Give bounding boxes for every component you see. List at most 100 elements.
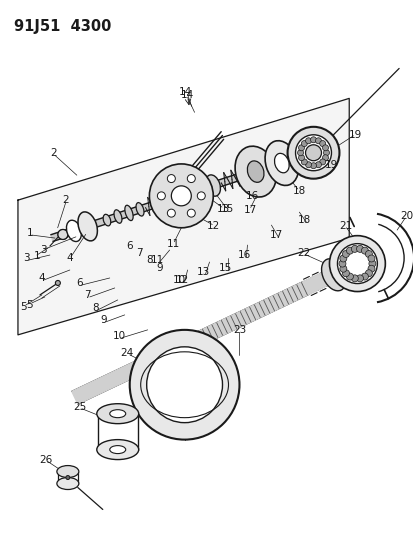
Ellipse shape: [205, 175, 220, 196]
Circle shape: [319, 159, 325, 165]
Polygon shape: [72, 252, 371, 404]
Circle shape: [55, 280, 60, 286]
Text: 19: 19: [348, 130, 361, 140]
Text: 5: 5: [26, 300, 33, 310]
Text: 24: 24: [120, 348, 133, 358]
Ellipse shape: [264, 141, 298, 185]
Circle shape: [342, 251, 349, 257]
Text: 9: 9: [100, 315, 107, 325]
Circle shape: [342, 270, 349, 277]
Circle shape: [167, 209, 175, 217]
Circle shape: [146, 347, 222, 423]
Text: 17: 17: [244, 205, 257, 214]
Circle shape: [310, 163, 316, 169]
Text: 14: 14: [178, 87, 192, 98]
Circle shape: [58, 230, 68, 239]
Text: 1: 1: [26, 228, 33, 238]
Text: 12: 12: [176, 275, 189, 285]
Ellipse shape: [57, 478, 78, 489]
Ellipse shape: [235, 146, 275, 197]
Circle shape: [197, 192, 205, 200]
Ellipse shape: [109, 410, 126, 418]
Circle shape: [187, 175, 195, 183]
Ellipse shape: [125, 205, 133, 221]
Circle shape: [305, 161, 311, 168]
Circle shape: [315, 161, 320, 168]
Circle shape: [305, 138, 311, 144]
Circle shape: [187, 209, 195, 217]
Text: 8: 8: [92, 303, 99, 313]
Circle shape: [351, 245, 357, 252]
Circle shape: [298, 145, 304, 151]
Circle shape: [322, 145, 328, 151]
Circle shape: [319, 141, 325, 147]
Ellipse shape: [103, 214, 111, 226]
Ellipse shape: [78, 212, 97, 241]
Circle shape: [305, 145, 321, 161]
Text: 6: 6: [76, 278, 83, 288]
Circle shape: [346, 273, 353, 280]
Ellipse shape: [57, 465, 78, 478]
Text: 3: 3: [40, 245, 47, 255]
Circle shape: [301, 141, 306, 147]
Circle shape: [287, 127, 339, 179]
Circle shape: [167, 175, 175, 183]
Text: 11: 11: [166, 239, 180, 249]
Text: 18: 18: [292, 186, 306, 196]
Ellipse shape: [136, 203, 144, 216]
Circle shape: [338, 260, 345, 267]
Ellipse shape: [109, 446, 126, 454]
Text: 14: 14: [180, 91, 194, 100]
Circle shape: [157, 192, 165, 200]
Text: 15: 15: [218, 263, 232, 273]
Circle shape: [365, 270, 371, 277]
Text: 17: 17: [269, 230, 282, 240]
Circle shape: [149, 164, 213, 228]
Circle shape: [129, 330, 239, 440]
Ellipse shape: [97, 440, 138, 459]
Ellipse shape: [66, 220, 81, 241]
Text: 18: 18: [297, 215, 310, 225]
Text: 2: 2: [50, 148, 57, 158]
Circle shape: [329, 236, 385, 292]
Circle shape: [315, 138, 320, 144]
Text: 8: 8: [146, 255, 153, 265]
Circle shape: [339, 255, 346, 262]
Text: 23: 23: [232, 325, 245, 335]
Text: 22: 22: [297, 248, 310, 258]
Text: 16: 16: [246, 190, 259, 200]
Ellipse shape: [97, 403, 138, 424]
Ellipse shape: [321, 259, 345, 291]
Text: 7: 7: [84, 290, 91, 300]
Text: 21: 21: [338, 221, 351, 231]
Circle shape: [368, 260, 375, 267]
Text: 16: 16: [237, 250, 250, 260]
Text: 91J51  4300: 91J51 4300: [14, 19, 111, 34]
Circle shape: [339, 265, 346, 272]
Text: 12: 12: [206, 222, 219, 231]
Text: 6: 6: [126, 241, 133, 251]
Circle shape: [66, 475, 70, 480]
Text: 26: 26: [39, 455, 52, 465]
Polygon shape: [18, 99, 349, 335]
Circle shape: [346, 247, 353, 254]
Circle shape: [356, 245, 363, 252]
Circle shape: [367, 265, 374, 272]
Text: 20: 20: [399, 211, 413, 221]
Circle shape: [298, 155, 304, 161]
Text: 13: 13: [197, 267, 210, 277]
Circle shape: [171, 186, 191, 206]
Circle shape: [322, 155, 328, 161]
Ellipse shape: [193, 176, 210, 201]
Circle shape: [323, 150, 329, 156]
Text: 11: 11: [151, 255, 164, 265]
Text: 2: 2: [62, 195, 69, 205]
Circle shape: [295, 135, 331, 171]
Polygon shape: [51, 145, 328, 241]
Circle shape: [310, 137, 316, 143]
Circle shape: [301, 159, 306, 165]
Text: 4: 4: [66, 253, 73, 263]
Circle shape: [365, 251, 371, 257]
Text: 9: 9: [156, 263, 163, 273]
Circle shape: [351, 275, 357, 282]
